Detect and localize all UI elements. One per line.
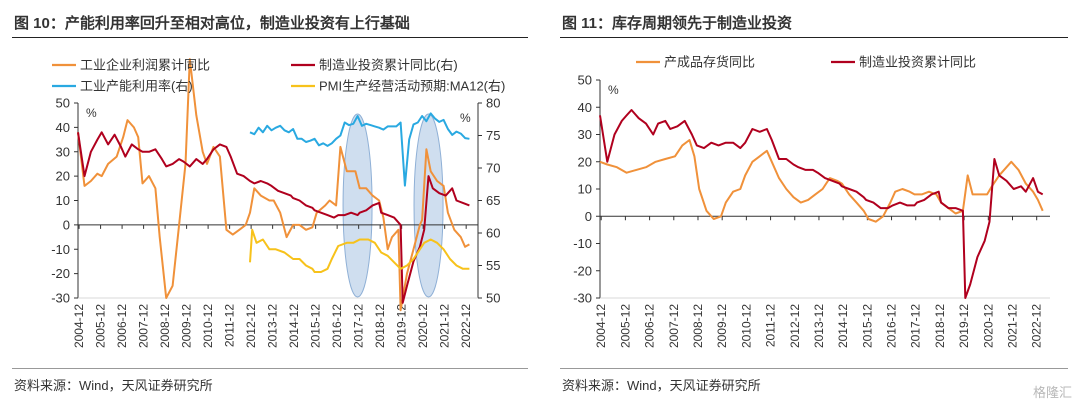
legend-label: 产成品存货同比 [664,55,755,70]
x-tick-label: 2004-12 [594,304,608,348]
legend-label: 工业产能利用率(右) [80,79,193,94]
left-chart-svg: 50 40 30 20 10 0 -10 -20 -30% 80 75 70 65 60 55 50% 2004… [51,58,505,349]
y-tick-label-left: 20 [578,154,592,169]
y-tick-label-right: 60 [486,226,500,241]
y-tick-label-left: -20 [51,266,70,281]
x-tick-label: 2007-12 [137,304,151,348]
y-tick-label-right: 75 [486,128,500,143]
x-tick-label: 2006-12 [643,304,657,348]
x-tick-label: 2016-12 [885,304,899,348]
x-tick-label: 2007-12 [667,304,681,348]
y-tick-label-left: -30 [51,291,70,306]
right-chart-svg: 50 40 30 20 10 0 -10 -20 -30% 2004-12 2005-12 2006-… [573,55,1050,348]
x-tick-label: 2009-12 [715,304,729,348]
y-unit-left: % [608,83,619,97]
y-tick-label-left: 20 [56,169,70,184]
x-tick-label: 2010-12 [201,304,215,348]
y-tick-label-left: 50 [56,96,70,111]
y-tick-label-left: 0 [63,217,70,232]
x-tick-label: 2022-12 [459,304,473,348]
series-line [249,112,470,187]
y-tick-label-right: 55 [486,258,500,273]
y-unit-right: % [460,111,471,125]
source-note: 资料来源：Wind，天风证券研究所 [14,378,213,393]
y-tick-label-left: 10 [56,193,70,208]
x-tick-label: 2011-12 [223,304,237,347]
highlight-ellipse [342,113,373,298]
y-tick-label-left: 40 [56,120,70,135]
x-tick-label: 2004-12 [72,304,86,348]
series-line [77,58,470,312]
x-tick-label: 2013-12 [812,304,826,348]
x-tick-label: 2017-12 [352,304,366,348]
footer-divider [560,368,1068,369]
x-tick-label: 2021-12 [1006,304,1020,348]
x-tick-label: 2006-12 [115,304,129,348]
watermark-logo: 格隆汇 [1032,385,1072,400]
title-divider [12,37,528,38]
y-tick-label-left: 50 [578,73,592,88]
y-tick-label-right: 65 [486,193,500,208]
y-tick-label-left: 0 [585,209,592,224]
x-tick-label: 2015-12 [860,304,874,348]
y-tick-label-left: 10 [578,182,592,197]
x-tick-label: 2022-12 [1030,304,1044,348]
y-tick-label-left: -10 [573,236,592,251]
x-tick-label: 2013-12 [266,304,280,348]
x-tick-label: 2008-12 [691,304,705,348]
x-tick-label: 2016-12 [330,304,344,348]
y-tick-label-right: 70 [486,161,500,176]
highlight-ellipse [413,113,444,298]
source-note: 资料来源：Wind，天风证券研究所 [562,378,761,393]
footer-divider [12,368,528,369]
series-line [599,109,1044,299]
x-tick-label: 2005-12 [618,304,632,348]
chart-title: 图 11：库存周期领先于制造业投资 [562,15,793,32]
x-tick-label: 2010-12 [739,304,753,348]
x-tick-label: 2009-12 [180,304,194,348]
x-tick-label: 2014-12 [287,304,301,348]
x-tick-label: 2012-12 [244,304,258,348]
left-chart-panel: 图 10：产能利用率回升至相对高位，制造业投资有上行基础 50 40 30 20 10 0… [12,15,528,393]
y-tick-label-right: 80 [486,96,500,111]
legend-label: 工业企业利润累计同比 [80,58,210,73]
x-tick-label: 2020-12 [416,304,430,348]
x-tick-label: 2015-12 [309,304,323,348]
title-divider [560,37,1068,38]
x-tick-label: 2020-12 [981,304,995,348]
y-unit-left: % [86,106,97,120]
series-line [249,228,470,273]
legend-label: 制造业投资累计同比(右) [319,58,458,73]
legend-label: 制造业投资累计同比 [859,55,976,70]
x-tick-label: 2014-12 [836,304,850,348]
x-tick-label: 2018-12 [373,304,387,348]
y-tick-label-left: 40 [578,100,592,115]
series-line [77,131,470,304]
y-tick-label-left: -30 [573,291,592,306]
y-tick-label-right: 50 [486,291,500,306]
x-tick-label: 2019-12 [395,304,409,348]
x-tick-label: 2018-12 [933,304,947,348]
series-line [599,139,1044,223]
right-chart-panel: 图 11：库存周期领先于制造业投资 50 40 30 20 10 0 -10 -20 -30% 2… [548,0,1080,407]
y-tick-label-left: 30 [578,127,592,142]
x-tick-label: 2019-12 [957,304,971,348]
chart-title: 图 10：产能利用率回升至相对高位，制造业投资有上行基础 [14,15,410,32]
y-tick-label-left: -10 [51,242,70,257]
x-tick-label: 2021-12 [438,304,452,348]
x-tick-label: 2011-12 [764,304,778,347]
legend-label: PMI生产经营活动预期:MA12(右) [319,79,505,94]
x-tick-label: 2017-12 [909,304,923,348]
x-tick-label: 2005-12 [94,304,108,348]
x-tick-label: 2008-12 [158,304,172,348]
y-tick-label-left: -20 [573,263,592,278]
y-tick-label-left: 30 [56,144,70,159]
x-tick-label: 2012-12 [788,304,802,348]
